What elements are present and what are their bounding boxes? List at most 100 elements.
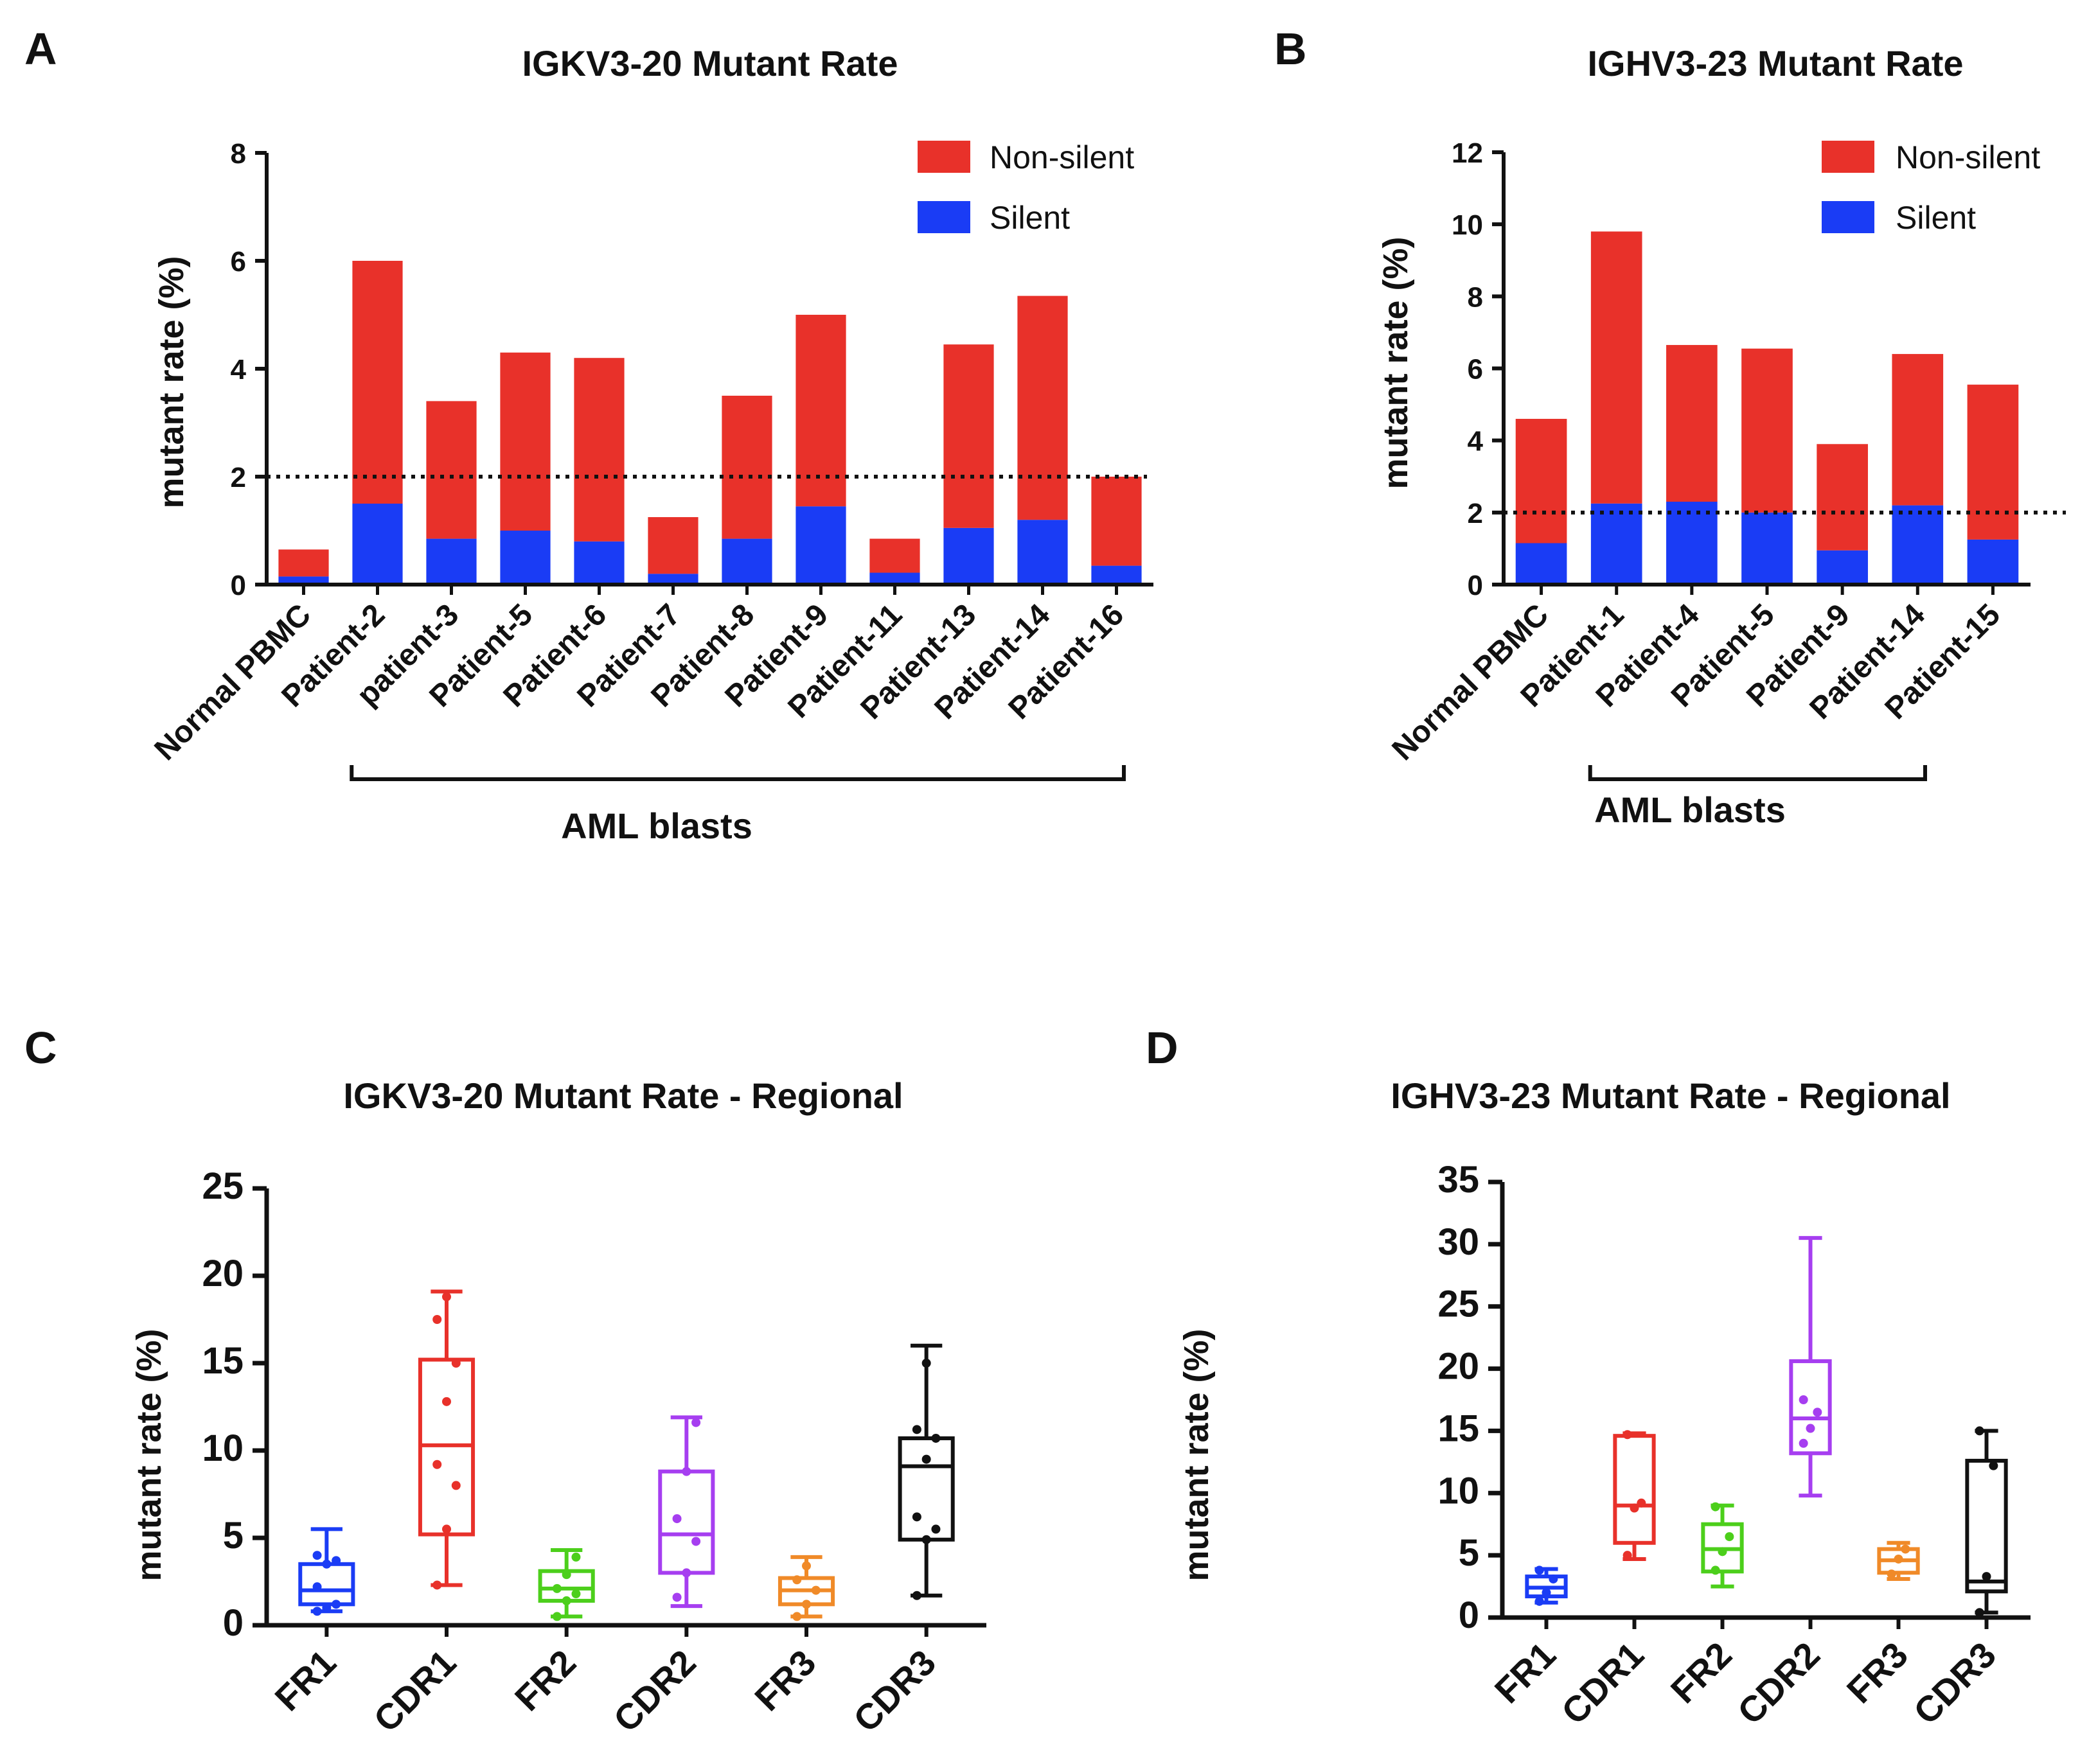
panel-d-category-label: FR3 xyxy=(1839,1634,1916,1711)
panel-d-category-label: CDR2 xyxy=(1730,1634,1827,1732)
panel-b-bar-silent-patient-1 xyxy=(1590,503,1642,585)
panel-b-bar-non-silent-patient-1 xyxy=(1590,231,1642,504)
panel-d-title: IGHV3-23 Mutant Rate - Regional xyxy=(1391,1075,1950,1116)
panel-d-fr1-point xyxy=(1534,1566,1544,1575)
panel-c-fr2-point xyxy=(562,1596,571,1605)
panel-c-fr2-point xyxy=(571,1589,581,1599)
panel-b-title: IGHV3-23 Mutant Rate xyxy=(1588,43,1964,84)
panel-a-bar-non-silent-patient-9 xyxy=(796,315,846,507)
panel-c: C IGKV3-20 Mutant Rate - Regional mutant… xyxy=(24,1023,986,1740)
panel-d-cdr2-point xyxy=(1813,1407,1822,1417)
panel-a-bar-silent-patient-6 xyxy=(574,541,625,585)
panel-c-fr3-point xyxy=(802,1561,811,1571)
panel-a-title: IGKV3-20 Mutant Rate xyxy=(522,43,898,84)
panel-c-fr2-point xyxy=(552,1612,562,1621)
panel-a-y-tick-label: 6 xyxy=(231,246,246,278)
panel-b-bar-silent-patient-9 xyxy=(1817,550,1868,585)
panel-d-fr2-point xyxy=(1711,1566,1720,1575)
panel-b-y-tick-label: 0 xyxy=(1468,570,1483,601)
panel-d-cdr3-point xyxy=(1975,1426,1984,1436)
panel-d-cdr2-point xyxy=(1806,1424,1815,1433)
panel-c-category-label: FR1 xyxy=(267,1642,343,1718)
panel-d-fr1-point xyxy=(1549,1574,1558,1583)
panel-a-bar-non-silent-patient-5 xyxy=(500,352,551,531)
panel-a-bar-non-silent-patient-8 xyxy=(722,396,772,539)
panel-c-fr3-point xyxy=(792,1575,802,1585)
panel-b-bar-silent-patient-4 xyxy=(1666,502,1718,585)
panel-c-cdr3-point xyxy=(912,1591,921,1600)
panel-d-y-tick-label: 5 xyxy=(1459,1532,1479,1574)
panel-b-y-tick-label: 10 xyxy=(1452,209,1483,241)
panel-c-fr1-point xyxy=(322,1559,332,1569)
panel-a-bar-non-silent-patient-7 xyxy=(648,517,698,574)
legend-label-silent: Silent xyxy=(1896,200,1976,236)
panel-c-cdr1-point xyxy=(442,1292,451,1301)
panel-c-fr1-point xyxy=(332,1556,341,1566)
panel-b-bar-silent-patient-15 xyxy=(1967,539,2019,585)
panel-b-bar-non-silent-patient-4 xyxy=(1666,345,1718,502)
legend-label-non-silent: Non-silent xyxy=(1896,139,2040,175)
legend-swatch-silent xyxy=(918,201,970,233)
panel-c-fr1-point xyxy=(322,1603,332,1612)
legend-swatch-non-silent xyxy=(918,141,970,173)
panel-c-fr2-point xyxy=(552,1583,562,1593)
panel-d-y-tick-label: 35 xyxy=(1437,1159,1479,1201)
panel-d-cdr3-box xyxy=(1965,1458,2008,1594)
panel-a-legend: Non-silent Silent xyxy=(918,139,1134,236)
panel-c-y-tick-label: 10 xyxy=(202,1427,244,1469)
panel-c-cdr2-point xyxy=(691,1418,701,1427)
panel-a-y-tick-label: 0 xyxy=(231,570,246,601)
legend-label-non-silent: Non-silent xyxy=(990,139,1134,175)
panel-c-cdr3-point xyxy=(931,1433,941,1443)
panel-d-y-tick-label: 0 xyxy=(1459,1594,1479,1636)
panel-b-bar-silent-patient-5 xyxy=(1741,512,1793,585)
panel-a-bar-non-silent-normal-pbmc xyxy=(278,549,329,577)
panel-a-bar-non-silent-patient-3 xyxy=(426,401,477,539)
panel-c-cdr1-point xyxy=(442,1397,451,1406)
panel-c-title: IGKV3-20 Mutant Rate - Regional xyxy=(343,1075,903,1116)
panel-a-bar-silent-patient-13 xyxy=(943,527,994,585)
panel-a-bar-silent-patient-14 xyxy=(1017,520,1068,585)
panel-c-cdr1-point xyxy=(432,1580,442,1590)
panel-d-cdr2-box xyxy=(1789,1359,1832,1456)
panel-c-fr1-point xyxy=(312,1582,322,1592)
panel-d-cdr2-point xyxy=(1799,1438,1808,1448)
panel-a-ylabel: mutant rate (%) xyxy=(152,256,191,508)
panel-d-cdr2-point xyxy=(1799,1395,1808,1404)
panel-c-cdr3-point xyxy=(931,1524,941,1534)
panel-c-letter: C xyxy=(24,1023,57,1073)
panel-a-bar-non-silent-patient-14 xyxy=(1017,295,1068,520)
panel-d-fr1-point xyxy=(1542,1588,1551,1598)
panel-b-bar-non-silent-normal-pbmc xyxy=(1515,419,1567,543)
panel-d-letter: D xyxy=(1146,1023,1178,1073)
panel-a-bar-silent-normal-pbmc xyxy=(278,576,329,585)
panel-b-y-tick-label: 6 xyxy=(1468,354,1483,385)
panel-d-y-tick-label: 30 xyxy=(1437,1221,1479,1263)
panel-d: D IGHV3-23 Mutant Rate - Regional mutant… xyxy=(1146,1023,2031,1732)
panel-d-cdr3-point xyxy=(1982,1572,1991,1582)
panel-b-y-tick-label: 8 xyxy=(1468,281,1483,313)
panel-b-group-label: AML blasts xyxy=(1594,789,1786,830)
panel-d-cdr1-point xyxy=(1630,1503,1639,1513)
panel-c-cdr1-point xyxy=(451,1481,461,1490)
panel-b-bar-non-silent-patient-15 xyxy=(1967,384,2019,540)
panel-a-bar-non-silent-patient-16 xyxy=(1091,477,1142,566)
panel-b-y-tick-label: 2 xyxy=(1468,498,1483,529)
panel-d-fr3-point xyxy=(1887,1569,1896,1579)
panel-a-bar-silent-patient-3 xyxy=(426,538,477,585)
panel-d-y-tick-label: 20 xyxy=(1437,1346,1479,1388)
panel-c-fr3-point xyxy=(811,1585,821,1595)
panel-c-fr2-point xyxy=(571,1552,581,1562)
panel-c-fr1-point xyxy=(312,1607,322,1616)
panel-a-bar-non-silent-patient-11 xyxy=(869,538,920,573)
panel-c-category-label: CDR1 xyxy=(366,1642,463,1740)
panel-c-cdr2-box xyxy=(658,1469,715,1575)
panel-c-y-tick-label: 25 xyxy=(202,1165,244,1207)
panel-b-bar-silent-normal-pbmc xyxy=(1515,543,1567,585)
panel-c-category-label: CDR2 xyxy=(605,1642,703,1740)
panel-c-cdr1-point xyxy=(451,1359,461,1368)
panel-d-fr2-point xyxy=(1711,1502,1720,1512)
panel-a-bar-silent-patient-11 xyxy=(869,572,920,585)
panel-d-category-label: FR2 xyxy=(1663,1634,1739,1711)
panel-d-ylabel: mutant rate (%) xyxy=(1177,1328,1216,1581)
